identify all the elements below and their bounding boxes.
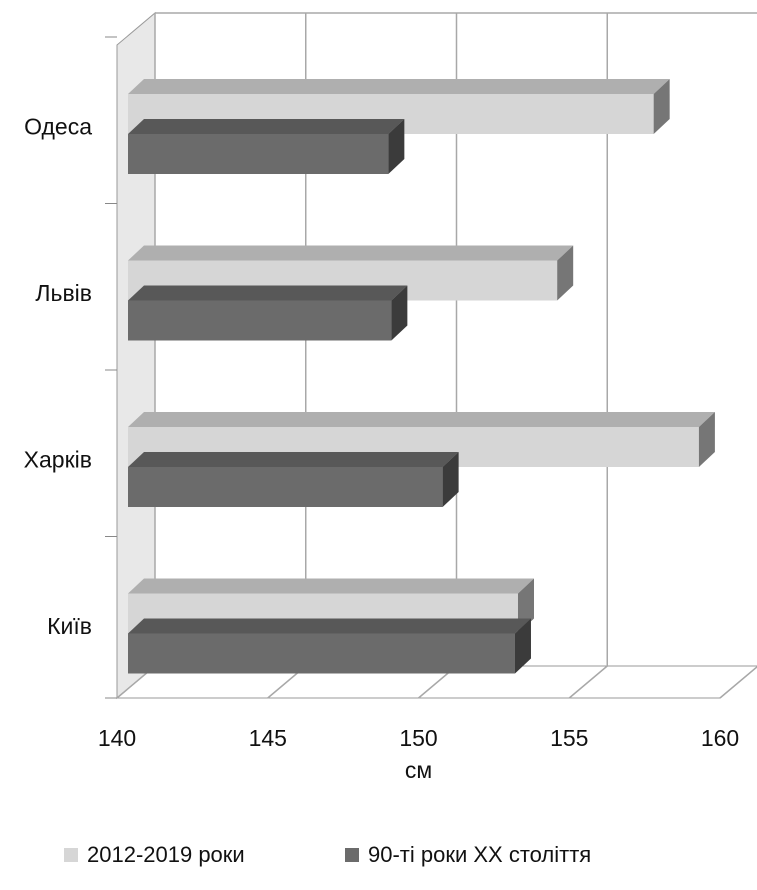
x-axis-label: см [405, 757, 432, 783]
x-tick-label: 145 [249, 725, 287, 751]
bar-top-face [128, 285, 408, 301]
floor-gridline [568, 665, 608, 699]
legend-label: 90-ті роки XX століття [368, 842, 592, 867]
legend-swatch-light [64, 848, 78, 862]
x-tick-label: 155 [550, 725, 588, 751]
legend: 2012-2019 роки 90-ті роки XX століття [0, 842, 757, 882]
bar-top-face [128, 412, 715, 427]
bar-side-face [388, 119, 405, 174]
legend-label: 2012-2019 роки [87, 842, 245, 867]
y-tick-label: Львів [35, 280, 92, 306]
floor-gridline [719, 665, 757, 699]
y-tick-label: Одеса [24, 113, 92, 139]
bar [128, 633, 515, 674]
bar-side-face [391, 285, 408, 341]
y-tick-label: Харків [24, 446, 92, 472]
bar [128, 467, 443, 507]
bar [128, 134, 389, 174]
bar-side-face [698, 412, 715, 467]
legend-swatch-dark [345, 848, 359, 862]
bar-top-face [128, 452, 459, 467]
x-tick-label: 160 [701, 725, 739, 751]
legend-item-90s: 90-ті роки XX століття [345, 842, 591, 868]
x-tick-label: 140 [98, 725, 136, 751]
bar [128, 300, 392, 341]
bar-top-face [128, 618, 531, 634]
bar-top-face [128, 79, 670, 94]
bar-side-face [557, 245, 574, 301]
bar-top-face [128, 119, 405, 134]
bar-side-face [653, 79, 670, 134]
x-tick-label: 150 [399, 725, 437, 751]
bar-top-face [128, 578, 534, 594]
bar-top-face [128, 245, 574, 261]
bar-side-face [514, 618, 531, 674]
legend-item-2012-2019: 2012-2019 роки [64, 842, 245, 868]
bar-side-face [442, 452, 459, 507]
y-tick-label: Київ [47, 613, 92, 639]
